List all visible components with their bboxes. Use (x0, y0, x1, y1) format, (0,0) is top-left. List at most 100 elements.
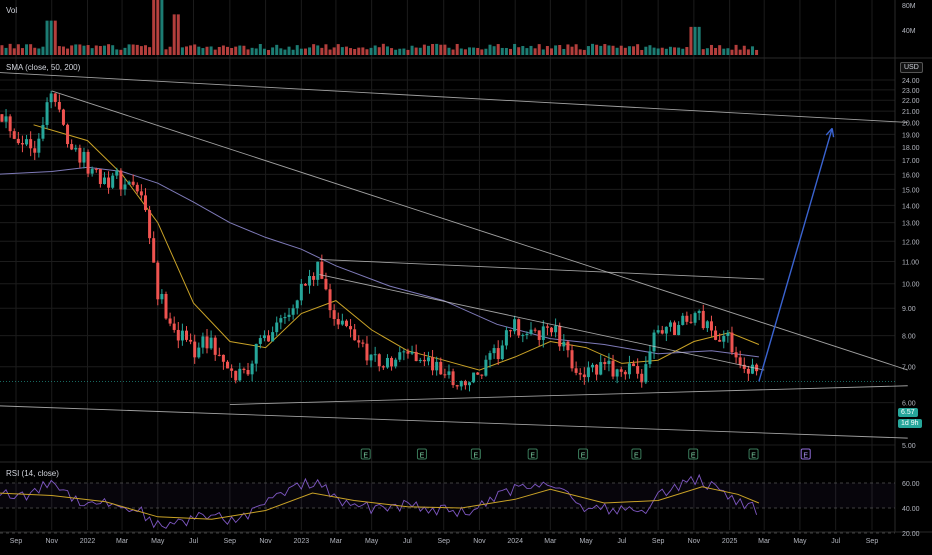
candle-body (435, 361, 439, 371)
trendline-channel_top[interactable] (319, 258, 765, 280)
candle-body (701, 310, 705, 329)
price-tick-label: 24.00 (902, 78, 920, 85)
candle-body (340, 320, 344, 325)
candle-body (558, 325, 562, 347)
trendline-wedge_top[interactable] (319, 274, 765, 371)
candle-body (123, 184, 127, 190)
volume-bar (660, 47, 664, 55)
candle-body (640, 373, 644, 383)
earnings-marker-label: E (634, 453, 639, 460)
candle-body (488, 353, 492, 360)
time-axis[interactable]: Sep Nov 2022 Mar May Jul Sep Nov 2023 Mar May Jul Se… (10, 538, 879, 545)
candle-body (709, 321, 713, 331)
volume-bar (201, 48, 205, 55)
trendline-descending_long[interactable] (51, 90, 908, 371)
trendlines[interactable] (0, 71, 908, 439)
volume-bar (689, 26, 693, 55)
volume-bar (709, 44, 713, 55)
volume-bar (217, 46, 221, 55)
volume-tick-label: 80M (902, 3, 916, 10)
candle-body (238, 368, 242, 381)
candle-body (664, 326, 668, 334)
candle-body (451, 371, 455, 386)
earnings-marker[interactable]: E (360, 448, 371, 460)
trendline-support[interactable] (0, 405, 908, 439)
volume-bar (467, 47, 471, 55)
time-tick-label: Nov (46, 538, 59, 545)
volume-bar (160, 0, 164, 55)
earnings-marker[interactable]: E (688, 448, 699, 460)
earnings-marker[interactable]: E (748, 448, 759, 460)
volume-bar (603, 44, 607, 55)
volume-bar (513, 43, 517, 55)
candle-body (545, 326, 549, 328)
candle-body (755, 364, 759, 372)
sma-label[interactable]: SMA (close, 50, 200) (6, 63, 81, 72)
candle-body (472, 372, 476, 383)
volume-bar (554, 45, 558, 55)
candle-body (738, 357, 742, 365)
volume-bar (418, 47, 422, 55)
price-tick-label: 9.00 (902, 306, 916, 313)
volume-label: Vol (6, 6, 18, 15)
volume-bar (258, 44, 262, 55)
candle-body (742, 364, 746, 369)
volume-bar (632, 46, 636, 55)
rsi-label[interactable]: RSI (14, close) (6, 469, 59, 478)
time-tick-label: Mar (544, 538, 557, 545)
candle-body (525, 333, 529, 336)
volume-bar (459, 48, 463, 55)
candle-body (623, 371, 627, 375)
candle-body (689, 321, 693, 323)
candle-body (312, 275, 316, 280)
earnings-marker[interactable]: E (631, 448, 642, 460)
volume-bar (295, 45, 299, 55)
earnings-marker[interactable]: E (527, 448, 538, 460)
candle-body (86, 151, 90, 174)
candle-body (250, 363, 254, 375)
earnings-marker[interactable]: E (470, 448, 481, 460)
candle-body (718, 339, 722, 342)
time-tick-label: Jul (189, 538, 198, 545)
volume-bar (623, 47, 627, 55)
candle-body (78, 147, 82, 163)
earnings-marker[interactable]: E (578, 448, 589, 460)
candle-body (644, 364, 648, 383)
currency-badge[interactable]: USD (900, 62, 923, 73)
candle-body (4, 116, 8, 122)
volume-bar (33, 47, 37, 55)
volume-bar (205, 46, 209, 55)
candle-body (373, 354, 377, 356)
earnings-marker[interactable]: E (416, 448, 427, 460)
candle-body (303, 283, 307, 286)
rsi-tick-label: 60.00 (902, 481, 920, 488)
candle-body (627, 363, 631, 375)
time-tick-label: Nov (259, 538, 272, 545)
candle-body (504, 330, 508, 346)
time-tick-label: Mar (116, 538, 129, 545)
price-tick-label: 8.00 (902, 334, 916, 341)
volume-bar (271, 47, 275, 55)
price-axis[interactable]: 5.00 6.00 7.00 8.00 9.00 10.00 11.00 12.00 13.00… (902, 3, 920, 538)
price-tick-label: 14.00 (902, 203, 920, 210)
candle-body (49, 93, 53, 103)
volume-bar (172, 14, 176, 55)
volume-bar (500, 47, 504, 55)
candle-body (29, 139, 33, 149)
volume-bar (143, 45, 147, 55)
volume-bar (49, 20, 53, 55)
earnings-marker[interactable]: E (800, 448, 811, 460)
volume-bar (484, 48, 488, 55)
trendline-base[interactable] (229, 385, 908, 405)
candle-body (570, 350, 574, 369)
volume-bar (750, 46, 754, 55)
volume-bar (336, 44, 340, 55)
projection-arrow[interactable] (758, 128, 833, 382)
volume-bar (422, 44, 426, 55)
earnings-marker-box (360, 448, 371, 460)
volume-bar (455, 43, 459, 55)
trendline-upper_resistance[interactable] (0, 71, 908, 123)
